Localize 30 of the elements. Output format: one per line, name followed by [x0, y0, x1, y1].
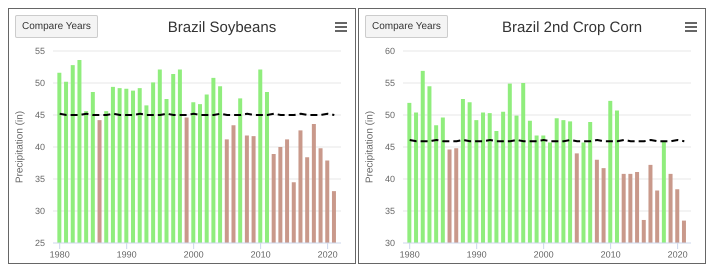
y-tick-label: 60: [384, 46, 395, 56]
y-tick-label: 50: [34, 78, 45, 88]
y-tick-label: 35: [384, 206, 395, 216]
y-tick-label: 55: [34, 46, 45, 56]
x-tick-label: 2010: [600, 249, 621, 260]
y-tick-label: 40: [384, 174, 395, 184]
y-tick-label: 50: [384, 110, 395, 120]
x-tick-label: 2010: [250, 249, 271, 260]
x-tick-label: 2000: [534, 249, 554, 260]
y-tick-label: 25: [34, 238, 45, 248]
y-tick-label: 30: [384, 238, 395, 248]
x-tick-label: 1980: [50, 249, 70, 260]
chart-title: Brazil Soybeans: [166, 19, 278, 36]
y-tick-label: 30: [34, 206, 45, 216]
x-tick-label: 1980: [400, 249, 420, 260]
x-tick-label: 1990: [466, 249, 487, 260]
y-tick-label: 45: [384, 142, 395, 152]
x-tick-label: 1990: [116, 249, 137, 260]
x-tick-label: 2020: [668, 249, 688, 260]
y-tick-label: 55: [384, 78, 395, 88]
y-tick-label: 40: [34, 142, 45, 152]
button: Compare Years: [15, 15, 98, 38]
y-tick-label: 45: [34, 110, 45, 120]
x-tick-label: 2020: [318, 249, 338, 260]
button: Compare Years: [365, 15, 448, 38]
chart-title: Brazil 2nd Crop Corn: [500, 19, 644, 36]
x-tick-label: 2000: [184, 249, 204, 260]
y-axis-title: Precipitation (in): [364, 110, 376, 184]
y-axis-title: Precipitation (in): [14, 110, 26, 184]
y-tick-label: 35: [34, 174, 45, 184]
